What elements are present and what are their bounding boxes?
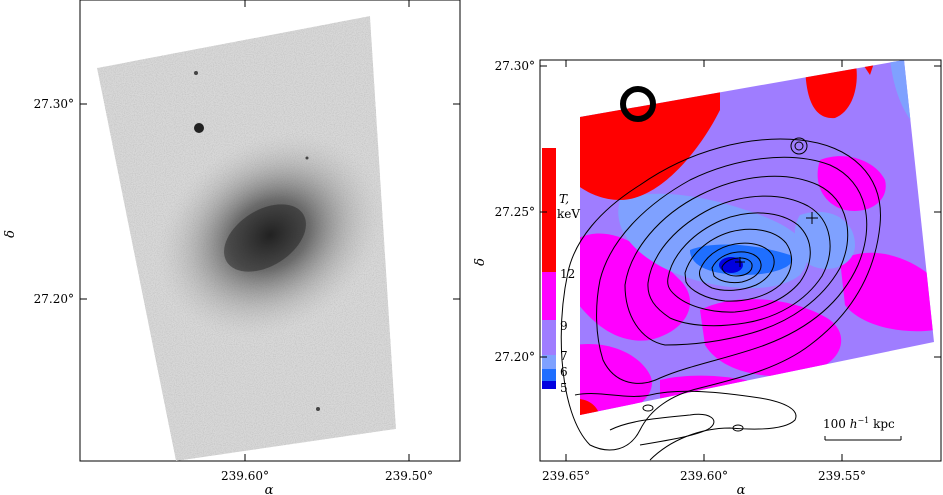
contour-line <box>684 228 792 302</box>
psf-marker <box>620 86 656 122</box>
scale-bar: 100 h−1 kpc <box>823 416 902 441</box>
left-y-tick-label: 27.30° <box>34 97 74 111</box>
colorbar-swatch <box>542 355 556 369</box>
left-y-axis-label: δ <box>3 230 18 238</box>
contour-line <box>609 413 715 446</box>
temp-region-12keV <box>580 344 652 415</box>
right-x-tick-label: 239.60° <box>680 469 728 483</box>
left-image-panel: 239.60° 239.50° 27.30° 27.20° α δ <box>3 0 461 495</box>
contour-line <box>560 138 881 451</box>
contour-line <box>624 175 849 346</box>
right-y-tick-label: 27.20° <box>495 350 535 364</box>
surface-brightness-contours <box>560 137 881 461</box>
colorbar-swatch <box>542 320 556 355</box>
colorbar-swatch <box>542 148 556 272</box>
colorbar-swatch <box>542 272 556 320</box>
temp-region-12keV <box>700 299 842 377</box>
colorbar-label: 9 <box>560 319 568 333</box>
right-x-axis-label: α <box>737 483 746 495</box>
left-x-tick-label: 239.50° <box>385 469 433 483</box>
contour-line <box>647 195 831 327</box>
right-x-tick-label: 239.55° <box>818 469 866 483</box>
contour-line <box>596 156 868 384</box>
left-x-tick-label: 239.60° <box>221 469 269 483</box>
center-markers <box>735 212 818 267</box>
right-y-axis-label: δ <box>473 258 488 266</box>
left-y-tick-label: 27.20° <box>34 292 74 306</box>
right-y-tick-label: 27.25° <box>495 205 535 219</box>
galaxy-core <box>224 204 306 272</box>
left-tick-marks <box>80 0 460 461</box>
left-x-axis-label: α <box>265 483 274 495</box>
contour-line <box>794 141 804 151</box>
contour-line <box>711 251 762 284</box>
contour-line <box>574 390 797 461</box>
temp-region-12keV <box>840 252 934 332</box>
colorbar-label: 6 <box>560 365 568 379</box>
scale-bar-label: 100 h−1 kpc <box>823 416 895 431</box>
colorbar-swatch <box>542 381 556 389</box>
left-xray-image <box>97 16 396 461</box>
right-temperature-map-panel: T, keV 12 9 7 6 5 100 h−1 kpc 239.65° 23… <box>473 59 942 495</box>
colorbar-label: 12 <box>560 267 575 281</box>
colorbar-title: keV <box>557 207 580 221</box>
contour-line <box>790 137 808 155</box>
temp-region-12keV <box>580 233 690 341</box>
point-source <box>305 156 309 160</box>
right-y-tick-label: 27.30° <box>495 59 535 73</box>
temperature-colorbar: T, keV 12 9 7 6 5 <box>542 148 580 395</box>
colorbar-label: 5 <box>560 381 568 395</box>
point-source <box>194 123 204 133</box>
contour-line <box>721 257 753 277</box>
contour-line <box>732 424 744 432</box>
right-tick-marks <box>540 60 941 461</box>
colorbar-swatch <box>542 369 556 381</box>
galaxy-diffuse-emission <box>156 132 384 338</box>
contour-line <box>667 212 811 313</box>
colorbar-label: 7 <box>560 349 568 363</box>
colorbar-title: T, <box>559 192 569 206</box>
contour-line <box>642 404 654 412</box>
right-x-tick-label: 239.65° <box>542 469 590 483</box>
point-source <box>194 71 198 75</box>
point-source <box>316 407 320 411</box>
contour-line <box>699 242 775 291</box>
temp-region-5keV <box>719 257 743 273</box>
temp-region-6keV <box>690 244 793 275</box>
